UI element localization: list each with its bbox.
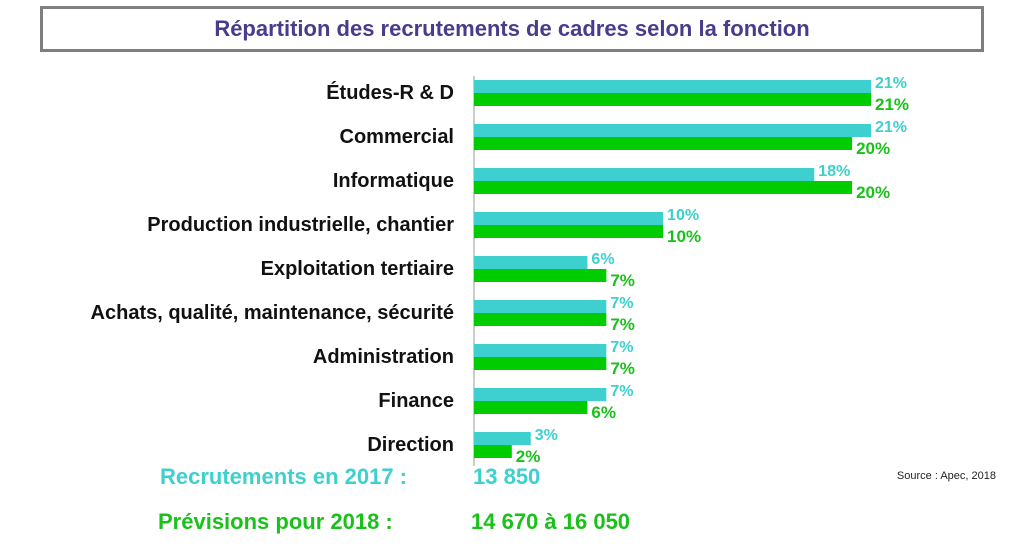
summary-2017-value: 13 850 [473, 464, 541, 489]
data-label-2018: 7% [610, 359, 635, 378]
data-label-2018: 6% [591, 403, 616, 422]
data-label-2018: 7% [610, 315, 635, 334]
category-label: Informatique [333, 170, 454, 192]
bar-2018 [474, 445, 512, 458]
bar-2017 [474, 80, 871, 93]
bar-2017 [474, 212, 664, 225]
bar-2018 [474, 225, 664, 238]
data-label-2018: 7% [610, 271, 635, 290]
data-label-2018: 2% [516, 447, 541, 466]
data-label-2017: 3% [535, 427, 558, 444]
category-label: Production industrielle, chantier [147, 214, 454, 236]
bar-2018 [474, 181, 853, 194]
category-label: Commercial [340, 126, 455, 148]
bar-2018 [474, 137, 853, 150]
bar-2017 [474, 300, 607, 313]
bar-2018 [474, 269, 607, 282]
data-label-2017: 7% [610, 383, 633, 400]
bar-2018 [474, 401, 588, 414]
data-label-2017: 6% [591, 251, 614, 268]
data-label-2017: 21% [875, 75, 907, 92]
category-label: Achats, qualité, maintenance, sécurité [91, 302, 454, 324]
category-label: Finance [378, 390, 454, 412]
source-note: Source : Apec, 2018 [896, 470, 996, 482]
bar-2017 [474, 388, 607, 401]
category-label: Direction [367, 434, 454, 456]
bar-2017 [474, 168, 815, 181]
data-label-2017: 7% [610, 295, 633, 312]
data-label-2017: 18% [818, 163, 850, 180]
chart-title: Répartition des recrutements de cadres s… [214, 16, 810, 41]
bar-2018 [474, 93, 871, 106]
summary-2018-label: Prévisions pour 2018 : [158, 509, 393, 534]
data-label-2017: 10% [667, 207, 699, 224]
data-label-2018: 10% [667, 227, 701, 246]
summary-2017-label: Recrutements en 2017 : [160, 464, 407, 489]
bar-2017 [474, 256, 588, 269]
bar-2017 [474, 344, 607, 357]
summary-2018-value: 14 670 à 16 050 [471, 509, 631, 534]
category-label: Exploitation tertiaire [261, 258, 454, 280]
data-label-2017: 21% [875, 119, 907, 136]
bar-2017 [474, 432, 531, 445]
bar-2018 [474, 313, 607, 326]
bar-2017 [474, 124, 871, 137]
data-label-2018: 21% [875, 95, 909, 114]
category-label: Administration [313, 346, 454, 368]
chart-title-box: Répartition des recrutements de cadres s… [40, 6, 984, 52]
data-label-2017: 7% [610, 339, 633, 356]
data-label-2018: 20% [856, 183, 890, 202]
category-label: Études-R & D [326, 81, 454, 104]
data-label-2018: 20% [856, 139, 890, 158]
bar-2018 [474, 357, 607, 370]
